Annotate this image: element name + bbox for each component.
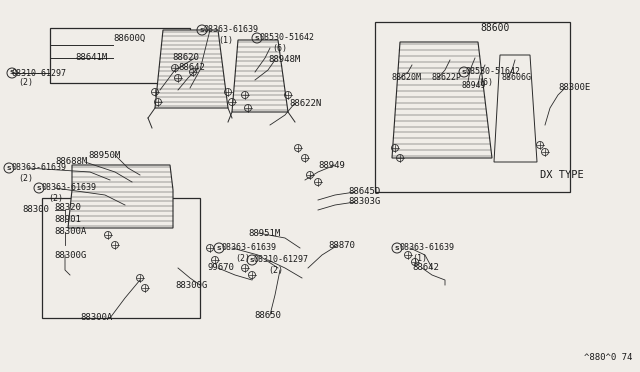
Text: 88642: 88642 <box>412 263 439 273</box>
Text: 88622P: 88622P <box>432 74 462 83</box>
Text: 88951M: 88951M <box>248 228 280 237</box>
Text: (2): (2) <box>18 78 33 87</box>
Text: 08363-61639: 08363-61639 <box>221 244 276 253</box>
Text: 88300E: 88300E <box>558 83 590 93</box>
Text: 88320: 88320 <box>54 203 81 212</box>
Text: 88688M: 88688M <box>55 157 87 167</box>
Text: 08363-61639: 08363-61639 <box>399 244 454 253</box>
Text: 88300G: 88300G <box>175 280 207 289</box>
Text: 88645D: 88645D <box>348 187 380 196</box>
Text: (6): (6) <box>478 77 493 87</box>
Text: 88622N: 88622N <box>289 99 321 108</box>
Text: 08530-51642: 08530-51642 <box>259 33 314 42</box>
Text: 88948M: 88948M <box>268 55 300 64</box>
Text: (1): (1) <box>412 253 427 263</box>
Text: (2): (2) <box>235 253 250 263</box>
Text: S: S <box>255 35 259 41</box>
Polygon shape <box>232 40 288 112</box>
Text: 88600: 88600 <box>480 23 509 33</box>
Text: 88303G: 88303G <box>348 198 380 206</box>
Text: DX TYPE: DX TYPE <box>540 170 584 180</box>
Text: S: S <box>461 70 467 74</box>
Bar <box>375 22 570 192</box>
Text: 88300A: 88300A <box>80 314 112 323</box>
Text: 88870: 88870 <box>328 241 355 250</box>
Text: 08310-61297: 08310-61297 <box>11 68 66 77</box>
Text: 88620: 88620 <box>172 54 199 62</box>
Text: 88300: 88300 <box>22 205 49 215</box>
Text: 88300G: 88300G <box>54 250 86 260</box>
Bar <box>50 28 190 83</box>
Text: S: S <box>200 28 204 32</box>
Text: 88600Q: 88600Q <box>113 33 145 42</box>
Text: ^880^0 74: ^880^0 74 <box>584 353 632 362</box>
Text: (1): (1) <box>218 35 233 45</box>
Text: S: S <box>10 71 14 76</box>
Text: (2): (2) <box>18 173 33 183</box>
Text: S: S <box>217 246 221 250</box>
Polygon shape <box>494 55 537 162</box>
Text: 88949: 88949 <box>462 80 486 90</box>
Text: S: S <box>36 186 42 190</box>
Text: S: S <box>250 257 254 263</box>
Text: 08530-51642: 08530-51642 <box>466 67 521 77</box>
Text: (2): (2) <box>48 193 63 202</box>
Text: (2): (2) <box>268 266 283 275</box>
Text: (6): (6) <box>272 44 287 52</box>
Polygon shape <box>155 30 228 108</box>
Text: 88300A: 88300A <box>54 228 86 237</box>
Text: 88620M: 88620M <box>392 74 422 83</box>
Text: 08363-61639: 08363-61639 <box>41 183 96 192</box>
Text: 88606G: 88606G <box>502 74 532 83</box>
Text: 08363-61639: 08363-61639 <box>11 164 66 173</box>
Text: 88650: 88650 <box>254 311 281 320</box>
Text: S: S <box>6 166 12 170</box>
Text: 08310-61297: 08310-61297 <box>254 256 309 264</box>
Text: 88642: 88642 <box>178 64 205 73</box>
Polygon shape <box>68 165 173 228</box>
Text: 08363-61639: 08363-61639 <box>204 26 259 35</box>
Text: 88949: 88949 <box>318 160 345 170</box>
Text: 88901: 88901 <box>54 215 81 224</box>
Text: S: S <box>395 246 399 250</box>
Polygon shape <box>392 42 492 158</box>
Text: 88950M: 88950M <box>88 151 120 160</box>
Bar <box>42 198 200 318</box>
Text: 88641M: 88641M <box>75 54 108 62</box>
Text: 99670: 99670 <box>208 263 235 273</box>
